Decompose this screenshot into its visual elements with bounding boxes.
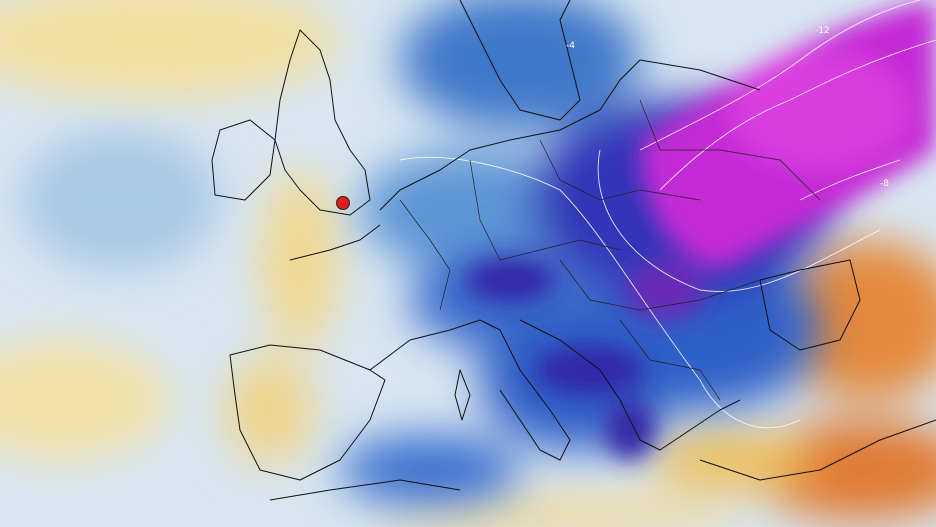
brittany	[289, 224, 381, 261]
isotherm	[659, 39, 936, 191]
ireland	[211, 119, 276, 201]
border	[619, 319, 721, 401]
iberia	[229, 344, 386, 481]
italy	[369, 319, 571, 461]
borders	[399, 99, 821, 401]
balkans	[519, 319, 741, 451]
isotherm	[799, 159, 901, 201]
north-coast	[379, 59, 761, 211]
africa-coast	[269, 479, 461, 501]
border	[539, 139, 701, 201]
isotherm	[399, 156, 801, 429]
isotherm	[597, 149, 881, 292]
contour-label: -8	[880, 179, 889, 189]
contour-label: -12	[815, 26, 830, 36]
isotherms	[399, 0, 936, 429]
great-britain	[274, 29, 371, 216]
border	[559, 259, 761, 311]
black-sea	[759, 259, 861, 351]
isotherm	[639, 0, 921, 151]
coastlines	[211, 0, 936, 501]
border	[469, 159, 621, 261]
location-marker	[336, 196, 350, 210]
extreme-cold	[465, 0, 936, 460]
border	[639, 99, 821, 201]
corsica-sardinia	[454, 369, 471, 421]
border	[399, 199, 451, 311]
contour-label: -4	[566, 41, 575, 51]
scandinavia	[459, 0, 581, 121]
turkey-coast	[699, 419, 936, 481]
